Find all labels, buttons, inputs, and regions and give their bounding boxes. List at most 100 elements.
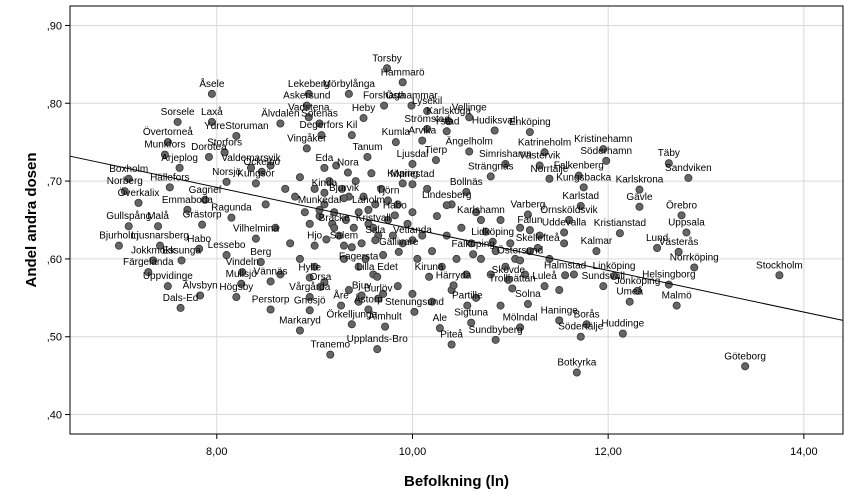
point-label: Botkyrka xyxy=(557,358,596,369)
point-label: Stockholm xyxy=(756,260,803,271)
point-label: Uddevalla xyxy=(542,217,587,228)
data-point xyxy=(383,64,392,73)
point-label: Älvsbyn xyxy=(183,279,218,291)
point-label: Lysekil xyxy=(412,96,442,107)
data-point xyxy=(523,300,532,309)
data-point xyxy=(363,152,372,161)
point-label: Simrishamn xyxy=(479,149,532,160)
data-point xyxy=(535,231,544,240)
data-point xyxy=(320,200,329,209)
data-point xyxy=(238,268,247,277)
data-point xyxy=(207,89,216,98)
point-label: Arjeplog xyxy=(161,153,198,164)
data-point xyxy=(488,237,497,246)
data-point xyxy=(501,262,510,271)
point-label: Malå xyxy=(147,210,169,222)
data-point xyxy=(165,183,174,192)
data-point xyxy=(672,301,681,310)
point-label: Kinda xyxy=(312,178,338,189)
data-point xyxy=(183,205,192,214)
point-label: Upplands-Bro xyxy=(347,334,409,345)
data-point xyxy=(625,297,634,306)
point-label: Sorsele xyxy=(161,107,195,118)
data-point xyxy=(177,256,186,265)
point-label: Falkenberg xyxy=(554,161,604,172)
point-label: Färgelanda xyxy=(123,257,174,268)
point-label: Uppvidinge xyxy=(143,271,193,282)
data-point xyxy=(196,291,205,300)
point-label: Gullspång xyxy=(106,210,151,222)
data-point xyxy=(316,282,325,291)
data-point xyxy=(222,251,231,260)
data-point xyxy=(418,136,427,145)
point-label: Östhammar xyxy=(385,90,438,102)
data-point xyxy=(320,163,329,172)
point-label: Solna xyxy=(515,289,541,300)
point-label: Enköping xyxy=(509,117,551,128)
data-point xyxy=(257,167,266,176)
point-label: Bräcke xyxy=(319,213,351,224)
plot-frame xyxy=(69,5,844,435)
point-label: Östersund xyxy=(497,244,543,256)
point-label: Karlshamn xyxy=(457,205,505,216)
point-label: Laholm xyxy=(352,195,385,206)
point-label: Partille xyxy=(452,291,483,302)
data-point xyxy=(449,281,458,290)
point-label: Vadstena xyxy=(288,102,330,113)
point-label: Örebro xyxy=(666,199,698,211)
point-label: Strömstad xyxy=(404,114,450,125)
point-label: Jönköping xyxy=(615,276,661,287)
point-label: Lidköping xyxy=(471,227,514,238)
data-point xyxy=(390,211,399,220)
point-label: Munkedal xyxy=(298,195,341,206)
data-point xyxy=(261,200,270,209)
data-point xyxy=(251,179,260,188)
point-label: Vännäs xyxy=(254,266,288,277)
x-axis-title: Befolkning (ln) xyxy=(404,473,509,490)
data-point xyxy=(256,258,265,267)
data-point xyxy=(425,272,434,281)
data-point xyxy=(232,131,241,140)
data-point xyxy=(490,126,499,135)
data-point xyxy=(201,195,210,204)
data-point xyxy=(154,222,163,231)
data-point xyxy=(435,324,444,333)
point-label: Perstorp xyxy=(252,294,290,305)
point-label: Bollnäs xyxy=(450,177,483,188)
point-label: Askersund xyxy=(283,91,330,102)
data-point xyxy=(204,152,213,161)
data-point xyxy=(560,239,569,248)
point-label: Söderhamn xyxy=(580,146,632,157)
data-point xyxy=(384,196,393,205)
point-label: Örnsköldsvik xyxy=(540,204,598,216)
data-point xyxy=(408,180,417,189)
point-label: Sotenäs xyxy=(301,109,338,120)
point-label: Haninge xyxy=(541,305,579,316)
data-point xyxy=(545,174,554,183)
data-point xyxy=(501,159,510,168)
point-label: Uppsala xyxy=(668,217,705,228)
data-point xyxy=(357,291,366,300)
data-point xyxy=(465,113,474,122)
data-point xyxy=(325,177,334,186)
point-label: Luleå xyxy=(532,270,557,282)
point-label: Kumla xyxy=(382,127,411,138)
data-point xyxy=(635,185,644,194)
point-label: Köping xyxy=(387,168,418,179)
data-point xyxy=(304,113,313,122)
data-point xyxy=(349,223,358,232)
point-label: Täby xyxy=(658,148,680,159)
point-label: Tanum xyxy=(352,142,382,153)
data-point xyxy=(222,177,231,186)
data-point xyxy=(418,231,427,240)
data-point xyxy=(408,208,417,217)
point-label: Södertälje xyxy=(558,322,603,333)
data-point xyxy=(305,293,314,302)
point-label: Lessebo xyxy=(208,240,246,251)
data-point xyxy=(496,215,505,224)
point-label: Åstorp xyxy=(354,292,383,305)
point-label: Sandviken xyxy=(665,163,712,174)
data-point xyxy=(576,201,585,210)
data-point xyxy=(523,210,532,219)
